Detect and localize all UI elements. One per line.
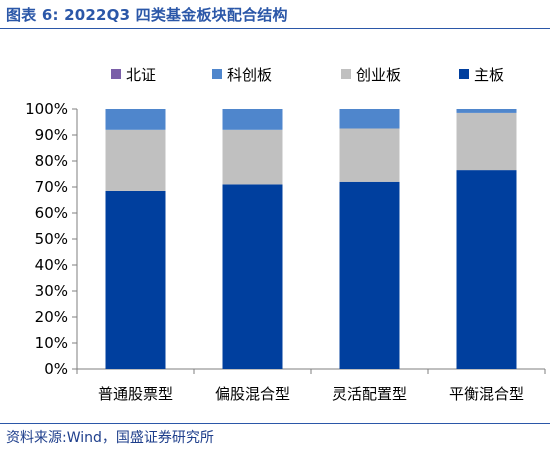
y-tick-label: 20% (35, 308, 68, 326)
x-category-label: 平衡混合型 (449, 385, 524, 403)
y-tick-label: 50% (35, 230, 68, 248)
y-tick-label: 40% (35, 256, 68, 274)
legend-label: 主板 (474, 66, 504, 84)
y-tick-label: 100% (25, 100, 68, 118)
bar-segment (339, 181, 400, 369)
stacked-bar-chart: 北证 科创板 创业板 主板 0% 10% 20% 30% 40% 50% 60% 70% 80% 90%… (25, 66, 546, 403)
bar-segment (105, 109, 166, 130)
y-tick-label: 30% (35, 282, 68, 300)
bar-segment (456, 170, 517, 369)
y-tick-label: 70% (35, 178, 68, 196)
bar-segment (456, 112, 517, 171)
legend-label: 北证 (126, 66, 156, 84)
bar-segment (222, 184, 283, 369)
bar-segment (456, 109, 517, 113)
legend-swatch (459, 69, 469, 79)
title-divider (0, 28, 550, 29)
x-category-label: 普通股票型 (98, 385, 173, 403)
legend-swatch (212, 69, 222, 79)
bar-segment (222, 109, 283, 130)
y-tick-label: 60% (35, 204, 68, 222)
plot-area: 0% 10% 20% 30% 40% 50% 60% 70% 80% 90% 100% 普通股票型 偏股… (25, 100, 546, 403)
legend-label: 科创板 (227, 66, 272, 84)
source-note: 资料来源:Wind，国盛证券研究所 (6, 430, 214, 446)
bar-segment (222, 129, 283, 185)
legend-swatch (111, 69, 121, 79)
x-category-label: 灵活配置型 (332, 385, 407, 403)
y-tick-label: 90% (35, 126, 68, 144)
legend: 北证 科创板 创业板 主板 (111, 66, 504, 84)
bar-segment (105, 190, 166, 369)
legend-swatch (341, 69, 351, 79)
footer-divider (0, 423, 550, 424)
x-category-label: 偏股混合型 (215, 385, 290, 403)
bar-segment (339, 109, 400, 129)
y-tick-label: 80% (35, 152, 68, 170)
y-tick-label: 0% (44, 360, 68, 378)
bar-segment (339, 128, 400, 182)
bar-segment (105, 129, 166, 191)
y-tick-label: 10% (35, 334, 68, 352)
chart-title: 图表 6: 2022Q3 四类基金板块配合结构 (6, 6, 288, 24)
legend-label: 创业板 (356, 66, 401, 84)
